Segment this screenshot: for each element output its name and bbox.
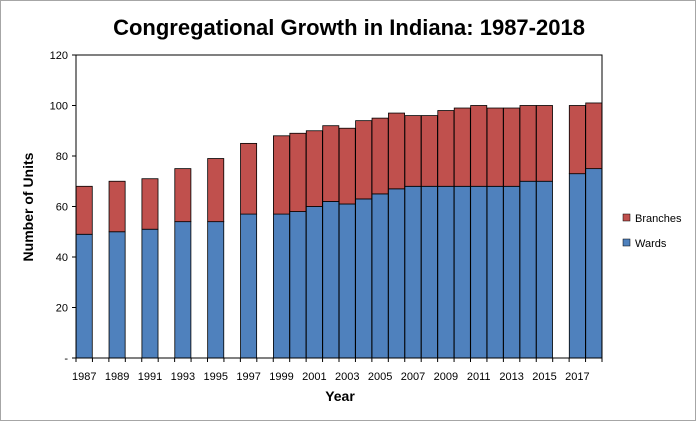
bar-wards-2011	[470, 185, 488, 359]
legend-swatch-branches	[622, 213, 631, 222]
chart-title: Congregational Growth in Indiana: 1987-2…	[113, 15, 585, 40]
bar-wards-1987	[75, 233, 93, 359]
legend-label-wards: Wards	[635, 238, 667, 250]
x-axis-title: Year	[325, 388, 355, 404]
y-tick-label: 20	[56, 303, 68, 315]
x-tick-label: 1995	[203, 371, 227, 383]
x-tick-label: 1993	[171, 371, 195, 383]
bar-wards-2010	[453, 185, 471, 359]
y-tick-label: 120	[50, 50, 68, 62]
bar-wards-2002	[322, 201, 340, 359]
bar-branches-2005	[371, 117, 389, 195]
bar-wards-2000	[289, 211, 307, 359]
y-tick-label: 80	[56, 151, 68, 163]
x-tick-label: 2015	[532, 371, 556, 383]
bar-branches-2009	[437, 110, 455, 187]
bar-wards-1999	[273, 213, 290, 359]
bar-branches-2000	[289, 132, 307, 212]
bar-wards-2015	[536, 180, 553, 359]
bar-branches-2007	[404, 115, 422, 187]
x-tick-label: 1989	[105, 371, 129, 383]
legend: Branches Wards	[622, 213, 682, 250]
bar-wards-2012	[486, 185, 504, 359]
bar-wards-2004	[355, 198, 373, 359]
bar-branches-2012	[486, 107, 504, 187]
bar-branches-1993	[174, 168, 192, 223]
bar-branches-2004	[355, 120, 373, 200]
x-tick-label: 2011	[467, 371, 491, 383]
bar-branches-2008	[420, 115, 438, 187]
bar-branches-2002	[322, 125, 340, 202]
x-axis: 1987 1989 1991 1993 1995 1997 1999 2001 2003 2005…	[72, 358, 603, 383]
bar-wards-2008	[420, 185, 438, 359]
bar-wards-1991	[141, 228, 159, 359]
x-tick-label: 2009	[434, 371, 458, 383]
x-tick-label: 2001	[302, 371, 326, 383]
bar-branches-2015	[536, 105, 553, 182]
bar-branches-2010	[453, 107, 471, 187]
bar-wards-1989	[108, 231, 126, 359]
bar-branches-2001	[305, 130, 323, 207]
y-tick-label: 100	[50, 101, 68, 113]
x-tick-label: 1997	[236, 371, 260, 383]
bar-wards-2006	[388, 188, 405, 359]
x-tick-label: 1999	[269, 371, 293, 383]
y-tick-label: -	[64, 353, 68, 365]
bar-branches-1995	[207, 158, 225, 223]
bar-wards-2014	[519, 180, 537, 359]
x-tick-label: 2017	[565, 371, 589, 383]
bar-wards-2003	[338, 203, 356, 359]
bar-wards-1995	[207, 221, 225, 359]
bar-wards-2001	[305, 206, 323, 359]
x-tick-label: 2005	[368, 371, 392, 383]
bar-branches-2003	[338, 127, 356, 205]
legend-swatch-wards	[622, 238, 631, 247]
bar-wards-2005	[371, 193, 389, 359]
bar-branches-2006	[388, 112, 405, 190]
legend-label-branches: Branches	[635, 213, 682, 225]
bar-branches-2014	[519, 105, 537, 182]
y-axis-title: Number of Units	[20, 152, 36, 261]
bar-branches-2018	[585, 102, 603, 170]
bars-group	[75, 102, 603, 359]
x-tick-label: 2007	[401, 371, 425, 383]
bar-branches-1997	[240, 142, 258, 215]
bar-wards-2017	[568, 173, 586, 359]
bar-wards-2009	[437, 185, 455, 359]
bar-branches-1987	[75, 185, 93, 235]
bar-branches-1989	[108, 180, 126, 233]
x-tick-label: 1991	[138, 371, 162, 383]
y-tick-label: 40	[56, 252, 68, 264]
y-tick-label: 60	[56, 202, 68, 214]
bar-wards-2007	[404, 185, 422, 359]
bar-wards-1997	[240, 213, 258, 359]
y-axis: - 20 40 60 80 100 120	[50, 50, 76, 365]
bar-branches-2011	[470, 105, 488, 187]
bar-wards-2018	[585, 168, 603, 359]
x-tick-label: 2013	[499, 371, 523, 383]
bar-wards-1993	[174, 221, 192, 359]
bar-branches-1999	[273, 135, 290, 215]
bar-branches-1991	[141, 178, 159, 230]
bar-wards-2013	[503, 185, 521, 359]
bar-branches-2013	[503, 107, 521, 187]
x-tick-label: 2003	[335, 371, 359, 383]
x-tick-label: 1987	[72, 371, 96, 383]
bar-branches-2017	[568, 105, 586, 175]
